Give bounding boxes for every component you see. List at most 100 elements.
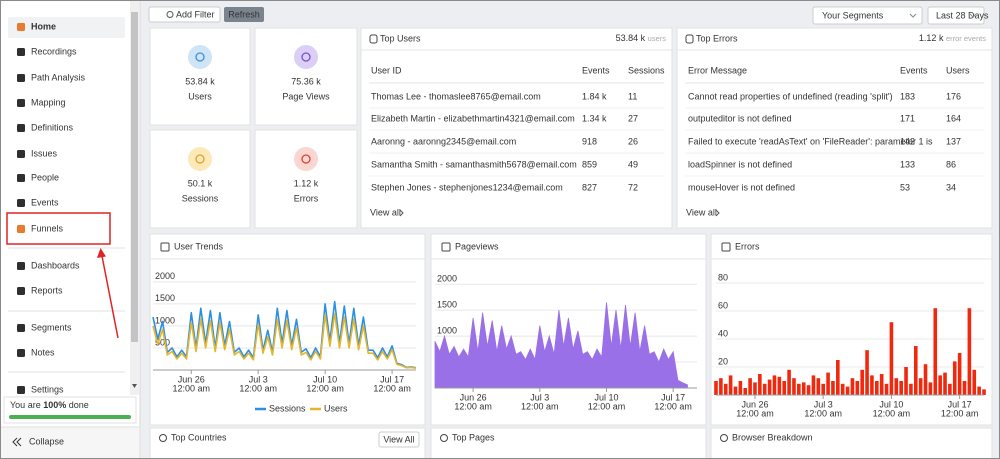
row-link[interactable]: Cannot read properties of undefined (rea…	[688, 91, 893, 101]
stat-icon	[195, 52, 205, 62]
bar	[836, 360, 840, 395]
nav-item[interactable]: Notes	[31, 347, 55, 357]
panel-total: 53.84 k users	[616, 33, 667, 43]
nav-icon	[17, 174, 25, 182]
add-filter-button[interactable]	[148, 6, 221, 23]
segments-dropdown[interactable]	[812, 6, 923, 25]
bar	[967, 308, 972, 395]
x-tick-label: Jul 17	[661, 392, 685, 402]
collapse-label[interactable]: Collapse	[29, 436, 64, 446]
row-link[interactable]: Samantha Smith - samanthasmith5678@email…	[371, 159, 577, 169]
bar	[723, 383, 728, 395]
nav-item[interactable]: Recordings	[31, 46, 77, 56]
annotation-arrow	[101, 255, 119, 339]
content: Home Recordings Path Analysis Mapping Defini…	[3, 6, 993, 459]
bar	[884, 383, 889, 395]
bar	[767, 379, 772, 395]
total-value: 1.12 k	[919, 33, 944, 43]
progress-text: You are 100% done	[10, 400, 89, 410]
bar	[928, 382, 933, 395]
nav-item[interactable]: Issues	[31, 148, 58, 158]
nav-icon	[17, 386, 25, 394]
row-link[interactable]: Thomas Lee - thomaslee8765@email.com	[371, 91, 541, 101]
row-value: 27	[628, 113, 638, 123]
nav-item[interactable]: Mapping	[31, 97, 66, 107]
panel	[430, 427, 707, 459]
collapse-bar[interactable]	[0, 426, 141, 459]
chevron	[399, 209, 404, 217]
scroll-arrow[interactable]	[132, 384, 137, 388]
add-filter-label: Add Filter	[176, 9, 215, 19]
bar	[943, 372, 947, 395]
stat-icon	[301, 154, 311, 164]
panel-icon	[685, 34, 694, 44]
nav-item[interactable]: People	[31, 172, 59, 182]
view-all-link[interactable]: View all	[686, 207, 717, 217]
x-tick-sublabel: 12:00 am	[373, 383, 411, 393]
bar	[821, 383, 825, 395]
y-tick-label: 1500	[437, 300, 457, 310]
nav-item[interactable]: Definitions	[31, 122, 74, 132]
row-value: 164	[946, 113, 961, 123]
row-value: 72	[628, 182, 638, 192]
bar	[957, 353, 962, 395]
bar	[714, 381, 718, 395]
row-link[interactable]: outputeditor is not defined	[688, 113, 792, 123]
row-link[interactable]: mouseHover is not defined	[688, 182, 795, 192]
panel-icon	[159, 434, 167, 442]
nav-item[interactable]: Dashboards	[31, 260, 80, 270]
bar	[826, 372, 830, 395]
x-tick-label: Jul 17	[380, 374, 404, 384]
row-value: 49	[628, 159, 638, 169]
bar	[977, 386, 981, 395]
x-tick-sublabel: 12:00 am	[239, 383, 277, 393]
nav-item[interactable]: Events	[31, 197, 59, 207]
x-tick-label: Jul 3	[814, 399, 833, 409]
row-value: 133	[900, 159, 915, 169]
nav-item[interactable]: Home	[31, 21, 56, 31]
bar	[801, 382, 806, 395]
row-link[interactable]: Elizabeth Martin - elizabethmartin4321@e…	[371, 113, 575, 123]
x-tick-sublabel: 12:00 am	[306, 383, 344, 393]
nav-item[interactable]: Segments	[31, 322, 72, 332]
legend-label[interactable]: Sessions	[269, 403, 306, 413]
row-link[interactable]: Failed to execute 'readAsText' on 'FileR…	[688, 136, 933, 146]
view-all-link[interactable]: View all	[370, 207, 401, 217]
refresh-button[interactable]	[224, 7, 264, 22]
panel-title: Top Errors	[696, 33, 738, 43]
nav-item[interactable]: Path Analysis	[31, 72, 86, 82]
y-tick-label: 1500	[155, 293, 175, 303]
view-all-button[interactable]	[378, 431, 420, 448]
bar	[933, 308, 938, 395]
stat-card	[149, 27, 251, 126]
row-link[interactable]: loadSpinner is not defined	[688, 159, 792, 169]
collapse-icon	[16, 437, 22, 447]
scrollbar-thumb[interactable]	[131, 12, 138, 342]
row-link[interactable]: Aaronng - aaronng2345@email.com	[371, 136, 516, 146]
bar	[753, 382, 757, 395]
bar	[758, 374, 762, 395]
nav-icon	[17, 324, 25, 332]
chart-icon	[441, 242, 451, 252]
bar	[889, 322, 894, 395]
column-header: Events	[900, 65, 928, 75]
row-link[interactable]: Stephen Jones - stephenjones1234@email.c…	[371, 182, 563, 192]
nav-item[interactable]: Reports	[31, 285, 63, 295]
y-tick-label: 500	[155, 337, 170, 347]
nav-item[interactable]: Funnels	[31, 223, 64, 233]
column-header: Sessions	[628, 65, 665, 75]
date-range-label: Last 28 Days	[936, 10, 989, 20]
bar	[806, 385, 811, 395]
legend-label[interactable]: Users	[324, 403, 348, 413]
date-range-dropdown[interactable]	[927, 6, 985, 25]
chevron	[909, 13, 917, 18]
bar	[845, 386, 850, 395]
column-header: Users	[946, 65, 970, 75]
nav-item[interactable]: Settings	[31, 384, 64, 394]
bar	[904, 367, 908, 395]
nav-icon	[17, 287, 25, 295]
progress-text-part: You are	[10, 400, 41, 410]
nav-icon	[17, 262, 25, 270]
bar	[792, 378, 796, 395]
